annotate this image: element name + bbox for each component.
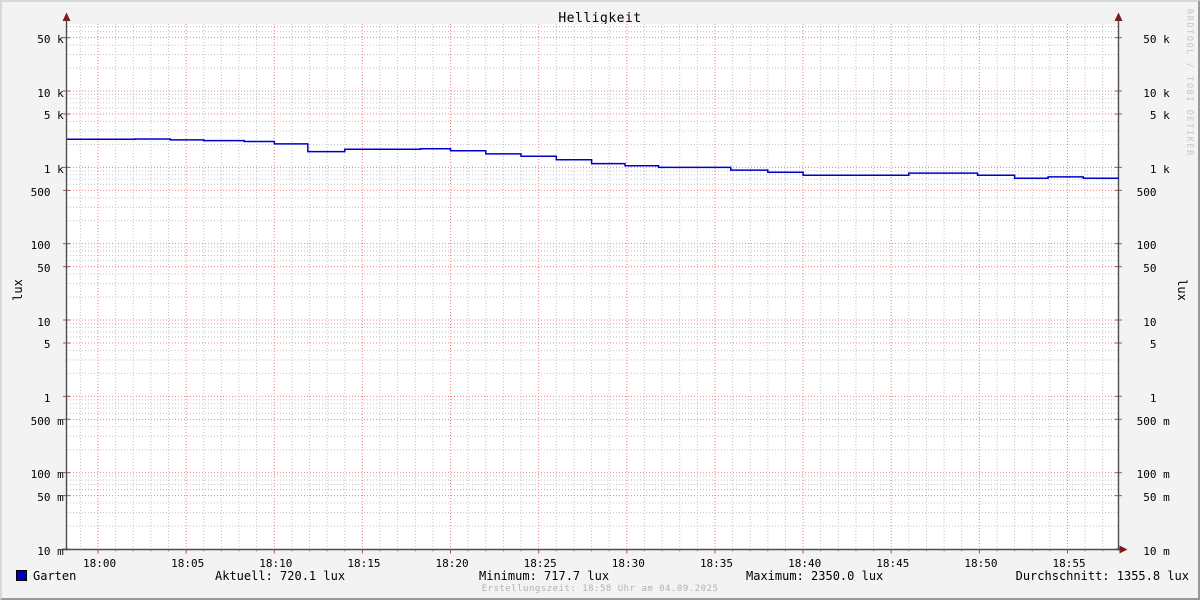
stat-minimum: Minimum: 717.7 lux <box>479 569 610 583</box>
y-axis-label-right: 50 k <box>1130 33 1170 47</box>
y-axis-label-left: 10 <box>24 315 64 329</box>
creation-timestamp: Erstellungszeit: 18:58 Uhr am 04.09.2025 <box>481 584 719 594</box>
y-axis-label-right: 1 k <box>1130 162 1170 176</box>
x-axis-label: 18:20 <box>435 557 469 570</box>
stat-maximum: Maximum: 2350.0 lux <box>746 569 884 583</box>
rrdtool-watermark: RRDTOOL / TOBI OETIKER <box>1184 9 1194 157</box>
y-axis-label-left: 50 m <box>24 491 64 505</box>
y-axis-label-right: 10 k <box>1130 86 1170 100</box>
y-axis-unit-right: lux <box>1175 279 1189 301</box>
x-axis-label: 18:25 <box>523 557 557 570</box>
arrow-up-left <box>62 12 71 21</box>
y-axis-label-left: 500 m <box>24 414 64 428</box>
x-axis-label: 18:55 <box>1052 557 1086 570</box>
plot-canvas <box>67 24 1118 550</box>
y-axis-label-right: 100 m <box>1130 468 1170 482</box>
y-axis-label-right: 5 k <box>1130 109 1170 123</box>
y-axis-label-left: 1 <box>24 391 64 405</box>
y-axis-label-right: 50 m <box>1130 491 1170 505</box>
y-axis-label-left: 500 <box>24 185 64 199</box>
y-axis-label-left: 10 m <box>24 544 64 558</box>
y-axis-unit-left: lux <box>11 279 25 301</box>
y-axis-label-left: 50 <box>24 262 64 276</box>
y-axis-label-left: 50 k <box>24 33 64 47</box>
x-axis-label: 18:40 <box>788 557 822 570</box>
y-axis-label-right: 10 m <box>1130 544 1170 558</box>
y-axis-label-left: 1 k <box>24 162 64 176</box>
x-axis-label: 18:10 <box>259 557 293 570</box>
y-axis-label-right: 500 <box>1130 185 1170 199</box>
x-axis-label: 18:15 <box>347 557 381 570</box>
arrow-up-right <box>1114 12 1123 21</box>
stat-durchschnitt: Durchschnitt: 1355.8 lux <box>1015 569 1189 583</box>
y-axis-label-right: 500 m <box>1130 414 1170 428</box>
y-axis-label-right: 50 <box>1130 262 1170 276</box>
y-axis-label-right: 5 <box>1130 338 1170 352</box>
y-axis-label-left: 5 k <box>24 109 64 123</box>
page-title: Helligkeit <box>558 11 642 26</box>
y-axis-label-right: 10 <box>1130 315 1170 329</box>
x-axis-label: 18:50 <box>964 557 998 570</box>
x-axis-label: 18:30 <box>611 557 645 570</box>
arrow-right-x <box>1119 545 1128 554</box>
legend-label: Garten <box>33 569 77 583</box>
y-axis-label-left: 100 m <box>24 468 64 482</box>
legend-swatch-garten <box>16 570 27 581</box>
stat-aktuell: Aktuell: 720.1 lux <box>215 569 346 583</box>
y-axis-label-left: 10 k <box>24 86 64 100</box>
y-axis-label-right: 100 <box>1130 239 1170 253</box>
x-axis-label: 18:45 <box>876 557 910 570</box>
y-axis-label-right: 1 <box>1130 391 1170 405</box>
x-axis-label: 18:05 <box>171 557 205 570</box>
y-axis-label-left: 5 <box>24 338 64 352</box>
x-axis-label: 18:35 <box>699 557 734 570</box>
y-axis-label-left: 100 <box>24 239 64 253</box>
series-line-garten <box>67 138 1119 180</box>
x-axis-label: 18:00 <box>83 557 117 570</box>
